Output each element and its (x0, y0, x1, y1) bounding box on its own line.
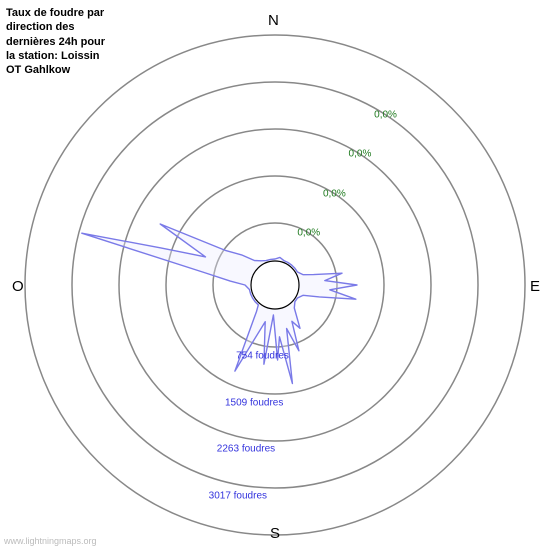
dir-label-n: N (268, 12, 279, 29)
polar-chart-svg (0, 0, 550, 550)
ring-foudres-label-2: 2263 foudres (217, 444, 275, 455)
ring-foudres-label-3: 3017 foudres (209, 490, 267, 501)
dir-label-w: O (12, 278, 24, 295)
ring-foudres-label-0: 754 foudres (236, 350, 289, 361)
chart-title: Taux de foudre par direction des dernièr… (6, 6, 106, 77)
ring-foudres-label-1: 1509 foudres (225, 398, 283, 409)
ring-pct-label-2: 0,0% (349, 149, 372, 160)
ring-pct-label-0: 0,0% (297, 228, 320, 239)
ring-pct-label-3: 0,0% (374, 109, 397, 120)
ring-pct-label-1: 0,0% (323, 188, 346, 199)
dir-label-s: S (270, 525, 280, 542)
source-label: www.lightningmaps.org (4, 536, 97, 546)
dir-label-e: E (530, 278, 540, 295)
polar-chart-wrapper: { "title": "Taux de foudre par direction… (0, 0, 550, 550)
